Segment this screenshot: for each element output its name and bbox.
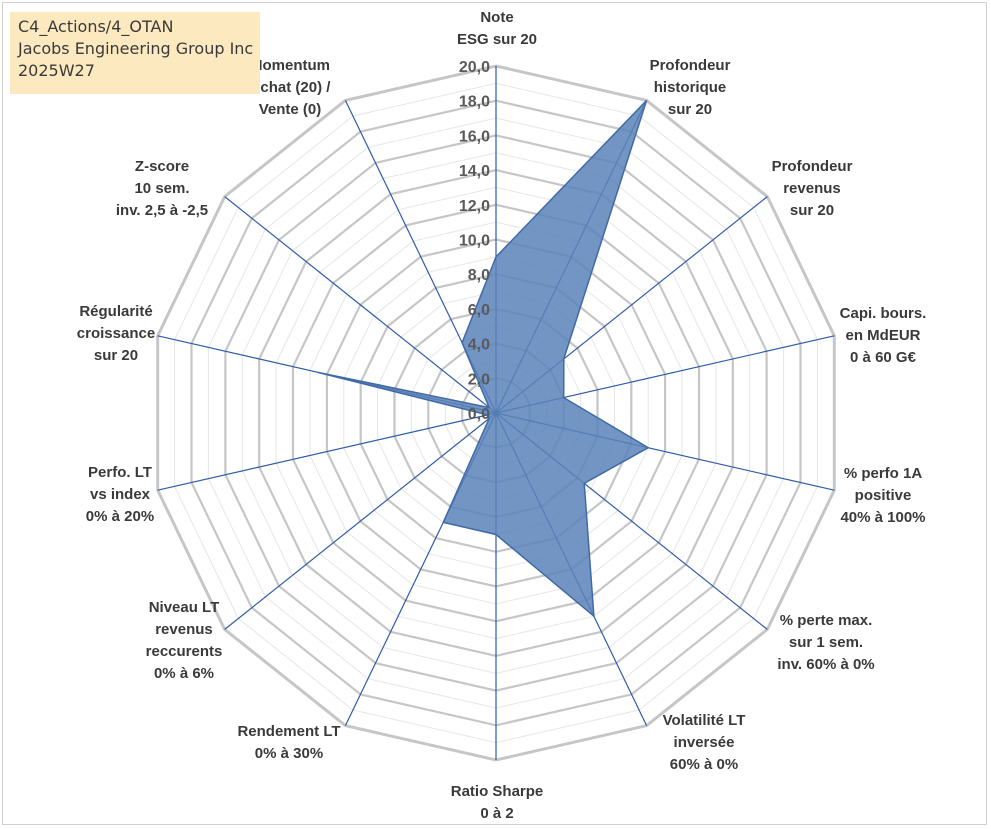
axis-label-line: sur 20 (94, 347, 138, 364)
axis-label: Note ESG sur 20 (457, 9, 537, 48)
axis-label: Z-score 10 sem. inv. 2,5 à -2,5 (116, 158, 208, 219)
axis-spoke (157, 412, 497, 491)
tick-label: 4,0 (468, 337, 490, 354)
axis-label-line: ESG sur 20 (457, 31, 537, 48)
axis-label-line: historique (654, 79, 727, 96)
axis-label-line: revenus (783, 180, 841, 197)
axis-label-line: % perfo 1A (844, 465, 923, 482)
axis-label-line: 60% à 0% (670, 756, 738, 773)
axis-label: % perte max. sur 1 sem. inv. 60% à 0% (777, 612, 874, 673)
axis-label: Niveau LT revenus reccurents 0% à 6% (146, 599, 223, 682)
axis-label-line: Z-score (135, 158, 189, 175)
axis-label: Perfo. LT vs index 0% à 20% (86, 464, 154, 525)
axis-label-line: Régularité (79, 303, 152, 320)
axis-spoke (224, 196, 497, 414)
axis-spoke (224, 412, 497, 630)
axis-label-line: Momentum (250, 57, 330, 74)
axis-label-line: % perte max. (780, 612, 873, 629)
info-line-1: C4_Actions/4_OTAN (18, 17, 174, 36)
axis-label-line: Vente (0) (259, 101, 322, 118)
axis-label-line: Perfo. LT (88, 464, 152, 481)
axis-label-line: Rendement LT (237, 723, 340, 740)
axis-label-line: Note (480, 9, 513, 26)
axis-label-line: 40% à 100% (840, 509, 925, 526)
axis-label-line: positive (855, 487, 912, 504)
axis-label: Profondeur revenus sur 20 (772, 158, 853, 219)
axis-label-line: 10 sem. (134, 180, 189, 197)
axis-label: Régularité croissance sur 20 (77, 303, 155, 364)
tick-label: 14,0 (459, 163, 490, 180)
tick-label: 0,0 (468, 406, 490, 423)
axis-label-line: Capi. bours. (840, 305, 927, 322)
axis-label-line: 0% à 30% (255, 745, 323, 762)
series-area (318, 99, 650, 618)
axis-label-line: 0% à 20% (86, 508, 154, 525)
axis-label-line: inv. 2,5 à -2,5 (116, 202, 208, 219)
tick-label: 12,0 (459, 198, 490, 215)
axis-label: % perfo 1A positive 40% à 100% (840, 465, 925, 526)
axis-label-line: sur 20 (668, 101, 712, 118)
axis-label: Volatilité LT inversée 60% à 0% (663, 712, 746, 773)
axis-label-line: croissance (77, 325, 155, 342)
axis-label-line: Ratio Sharpe (451, 783, 544, 800)
axis-label-line: Volatilité LT (663, 712, 746, 729)
tick-label: 2,0 (468, 371, 490, 388)
axis-label-line: reccurents (146, 643, 223, 660)
axis-label: Rendement LT 0% à 30% (237, 723, 340, 762)
axis-label-line: 0 à 2 (480, 805, 513, 822)
axis-label-line: en MdEUR (846, 327, 921, 344)
info-line-3: 2025W27 (18, 61, 95, 80)
axis-label-line: vs index (90, 486, 151, 503)
tick-label: 18,0 (459, 94, 490, 111)
axis-label-line: Niveau LT (149, 599, 220, 616)
axis-label-line: inv. 60% à 0% (777, 656, 874, 673)
tick-label: 10,0 (459, 233, 490, 250)
axis-label: Momentum Achat (20) / Vente (0) (250, 57, 332, 118)
axis-label-line: inversée (674, 734, 735, 751)
axis-label: Capi. bours. en MdEUR 0 à 60 G€ (840, 305, 927, 366)
axis-label-line: 0% à 6% (154, 665, 214, 682)
axis-label-line: Achat (20) / (250, 79, 332, 96)
axis-label-line: sur 1 sem. (789, 634, 863, 651)
axis-label-line: revenus (155, 621, 213, 638)
axis-label-line: sur 20 (790, 202, 834, 219)
info-line-2: Jacobs Engineering Group Inc (18, 39, 254, 58)
axis-label-line: Profondeur (650, 57, 731, 74)
axis-label: Ratio Sharpe 0 à 2 (451, 783, 544, 822)
axis-label-line: Profondeur (772, 158, 853, 175)
tick-label: 6,0 (468, 302, 490, 319)
info-box: C4_Actions/4_OTAN Jacobs Engineering Gro… (10, 12, 260, 94)
tick-label: 20,0 (459, 59, 490, 76)
tick-label: 16,0 (459, 128, 490, 145)
tick-label: 8,0 (468, 267, 490, 284)
axis-label-line: 0 à 60 G€ (850, 349, 917, 366)
axis-label: Profondeur historique sur 20 (650, 57, 731, 118)
